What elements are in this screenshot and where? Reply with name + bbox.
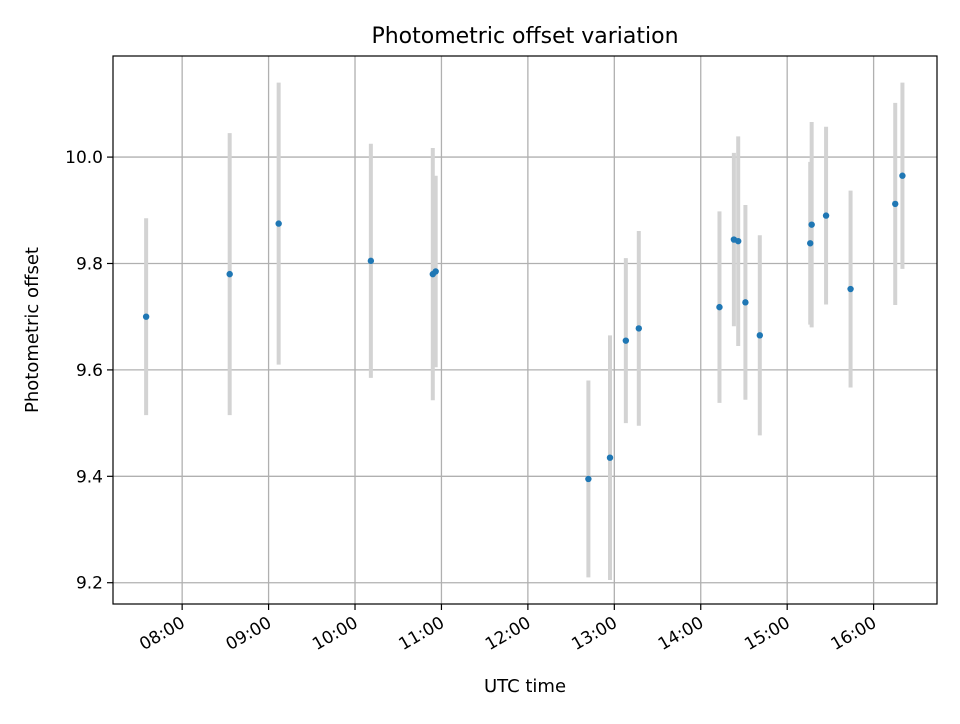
data-point: [432, 268, 439, 275]
data-point: [622, 337, 630, 344]
data-point: [226, 270, 233, 278]
y-axis-label: Photometric offset: [22, 247, 43, 413]
point-layer: [142, 172, 906, 483]
data-point: [367, 257, 375, 265]
data-point: [756, 332, 764, 339]
data-point: [847, 285, 854, 293]
data-point: [892, 200, 899, 208]
data-point: [899, 172, 906, 179]
data-point: [716, 303, 723, 311]
y-tick-label: 9.6: [76, 361, 103, 381]
data-point: [585, 475, 592, 483]
data-point: [142, 313, 150, 320]
data-point: [275, 220, 282, 227]
chart-title: Photometric offset variation: [371, 24, 678, 49]
data-point: [807, 240, 814, 247]
y-tick-label: 9.4: [76, 467, 103, 487]
y-tick-label: 9.2: [76, 574, 103, 594]
data-point: [822, 212, 830, 219]
axes-frame: [112, 55, 938, 605]
grid-layer: [113, 56, 937, 604]
data-point: [735, 237, 742, 245]
y-tick-label: 10.0: [65, 148, 103, 168]
y-tick-label: 9.8: [76, 254, 103, 274]
data-point: [742, 299, 749, 306]
data-point: [808, 221, 815, 228]
data-point: [635, 325, 643, 332]
x-axis-label: UTC time: [484, 676, 566, 697]
data-point: [606, 454, 614, 461]
